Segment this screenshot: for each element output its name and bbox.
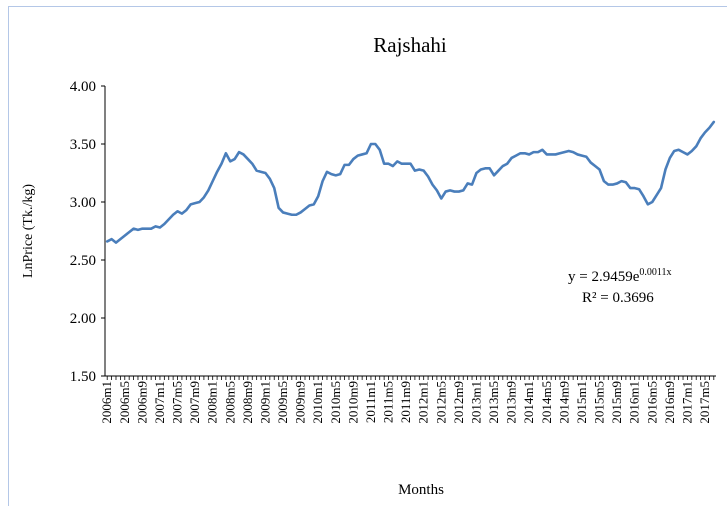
- x-tick-label: 2010m9: [345, 381, 360, 424]
- x-tick-label: 2015m5: [592, 381, 607, 424]
- x-tick-label: 2007m1: [152, 381, 167, 424]
- y-tick-label: 2.50: [70, 253, 96, 269]
- x-tick-label: 2016m5: [644, 381, 659, 424]
- x-tick-label: 2008m5: [222, 381, 237, 424]
- equation-text: y = 2.9459e: [568, 269, 640, 285]
- x-tick-label: 2017m5: [697, 381, 712, 424]
- x-tick-label: 2015m1: [574, 381, 589, 424]
- x-tick-label: 2008m9: [240, 381, 255, 424]
- x-tick-label: 2012m1: [416, 381, 431, 424]
- x-tick-label: 2006m9: [134, 381, 149, 424]
- r-squared: R² = 0.3696: [582, 290, 654, 306]
- x-tick-label: 2015m9: [609, 381, 624, 424]
- x-tick-label: 2014m5: [539, 381, 554, 424]
- x-tick-label: 2010m5: [328, 381, 343, 424]
- y-tick-label: 1.50: [70, 369, 96, 385]
- x-tick-label: 2011m1: [363, 381, 378, 423]
- x-tick-label: 2006m1: [99, 381, 114, 424]
- x-tick-label: 2016m1: [627, 381, 642, 424]
- y-axis-label: LnPrice (Tk./kg): [21, 184, 36, 278]
- x-tick-label: 2013m1: [468, 381, 483, 424]
- x-tick-label: 2007m9: [187, 381, 202, 424]
- x-tick-label: 2013m9: [504, 381, 519, 424]
- x-tick-label: 2017m1: [679, 381, 694, 424]
- x-tick-label: 2011m5: [381, 381, 396, 423]
- data-line: [105, 120, 716, 244]
- x-tick-label: 2013m5: [486, 381, 501, 424]
- y-tick-label: 3.50: [70, 137, 96, 153]
- x-tick-label: 2012m5: [433, 381, 448, 424]
- equation-exponent: 0.0011x: [639, 267, 671, 278]
- y-tick-label: 3.00: [70, 195, 96, 211]
- x-tick-label: 2009m5: [275, 381, 290, 424]
- x-tick-label: 2006m5: [117, 381, 132, 424]
- x-axis-label: Months: [398, 482, 444, 498]
- x-tick-label: 2014m1: [521, 381, 536, 424]
- y-tick-label: 2.00: [70, 311, 96, 327]
- y-tick-label: 4.00: [70, 79, 96, 95]
- x-tick-label: 2016m9: [662, 381, 677, 424]
- x-tick-label: 2007m5: [170, 381, 185, 424]
- frame: [8, 6, 727, 506]
- x-tick-label: 2014m9: [556, 381, 571, 424]
- x-tick-label: 2009m1: [257, 381, 272, 424]
- x-tick-label: 2009m9: [293, 381, 308, 424]
- equation: y = 2.9459e0.0011x: [568, 267, 672, 285]
- x-tick-label: 2010m1: [310, 381, 325, 424]
- x-tick-label: 2012m9: [451, 381, 466, 424]
- x-tick-label: 2008m1: [205, 381, 220, 424]
- chart-title: Rajshahi: [373, 33, 447, 57]
- x-tick-label: 2011m9: [398, 381, 413, 423]
